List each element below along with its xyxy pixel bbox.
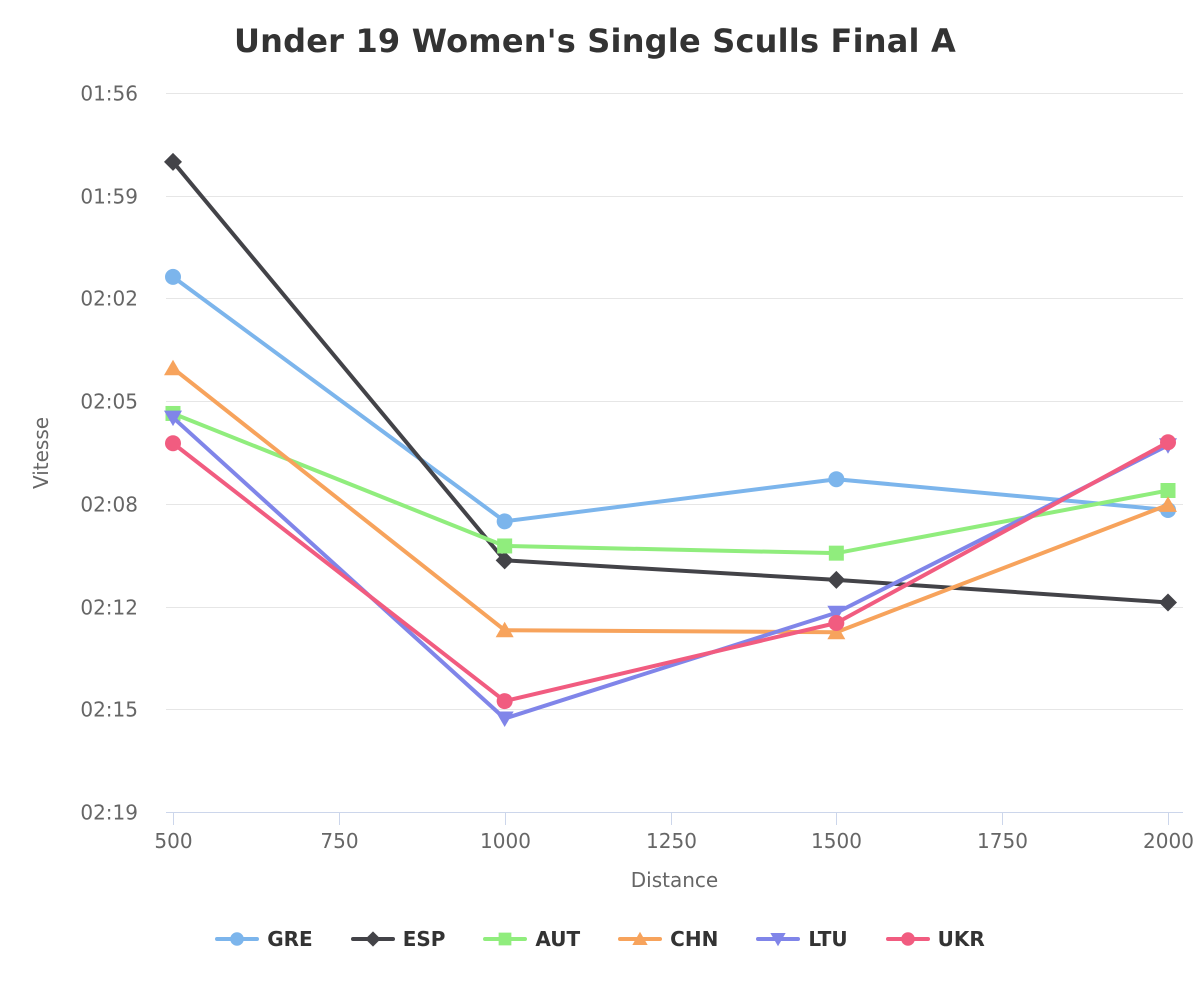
data-point-circle[interactable]	[828, 615, 845, 632]
data-point-circle[interactable]	[165, 435, 181, 452]
legend-label: GRE	[267, 927, 313, 951]
data-point-square[interactable]	[1160, 483, 1176, 499]
data-point-triangle[interactable]	[827, 623, 846, 640]
legend-item-AUT[interactable]: AUT	[483, 927, 580, 951]
data-point-circle[interactable]	[828, 471, 845, 488]
data-point-triangle-down[interactable]	[827, 605, 846, 622]
legend-item-ESP[interactable]: ESP	[350, 927, 446, 951]
data-point-triangle-down[interactable]	[495, 711, 514, 728]
x-tick-label: 500	[154, 829, 192, 853]
data-point-triangle[interactable]	[164, 359, 182, 376]
legend-item-CHN[interactable]: CHN	[618, 927, 718, 951]
series-CHN[interactable]	[164, 359, 1177, 640]
x-tick-label: 1000	[480, 829, 531, 853]
data-point-triangle[interactable]	[1159, 496, 1177, 512]
legend-label: LTU	[808, 927, 848, 951]
legend-symbol-circle-icon	[215, 932, 260, 946]
legend-symbol-square-icon	[483, 932, 528, 946]
legend-item-LTU[interactable]: LTU	[756, 927, 848, 951]
x-tick-label: 2000	[1143, 829, 1194, 853]
series-UKR[interactable]	[165, 434, 1176, 710]
series-AUT[interactable]	[165, 405, 1176, 561]
data-point-square[interactable]	[497, 538, 513, 554]
y-tick-label: 02:19	[80, 801, 138, 825]
legend-label: CHN	[670, 927, 719, 951]
data-point-diamond[interactable]	[495, 551, 514, 570]
data-point-diamond[interactable]	[827, 570, 846, 589]
y-tick-label: 01:59	[80, 185, 138, 209]
y-tick-label: 02:08	[80, 493, 138, 517]
y-tick-label: 02:02	[80, 287, 138, 311]
y-tick-label: 02:15	[80, 698, 138, 722]
series-GRE[interactable]	[165, 268, 1176, 530]
series-ESP[interactable]	[164, 152, 1177, 612]
y-tick-label: 02:12	[80, 596, 138, 620]
x-tick-label: 1750	[977, 829, 1028, 853]
data-point-triangle-down[interactable]	[770, 933, 786, 947]
chart-title: Under 19 Women's Single Sculls Final A	[233, 22, 957, 60]
data-point-triangle[interactable]	[495, 621, 514, 638]
x-tick-label: 1500	[811, 829, 862, 853]
data-point-diamond[interactable]	[365, 931, 381, 947]
series-line-GRE[interactable]	[171, 274, 1170, 524]
x-axis-title: Distance	[630, 868, 719, 892]
data-point-triangle[interactable]	[632, 931, 648, 945]
legend-item-UKR[interactable]: UKR	[885, 927, 985, 951]
data-point-circle[interactable]	[900, 932, 915, 946]
data-point-square[interactable]	[499, 932, 512, 946]
legend-symbol-diamond-icon	[350, 931, 395, 947]
legend-symbol-triangle-down-icon	[756, 933, 801, 947]
series-line-ESP[interactable]	[171, 159, 1170, 605]
legend-label: AUT	[535, 927, 581, 951]
y-tick-label: 01:56	[80, 82, 138, 106]
legend-symbol-triangle-icon	[618, 931, 663, 945]
legend-symbol-circle-icon	[885, 932, 930, 946]
data-point-circle[interactable]	[1160, 434, 1176, 451]
series-line-UKR[interactable]	[171, 440, 1170, 704]
y-tick-label: 02:05	[80, 390, 138, 414]
data-point-square[interactable]	[828, 545, 844, 561]
data-point-circle[interactable]	[496, 513, 513, 530]
series-line-AUT[interactable]	[171, 411, 1170, 556]
data-point-circle[interactable]	[496, 693, 513, 710]
y-axis-title: Vitesse	[29, 416, 53, 490]
data-point-diamond[interactable]	[164, 152, 182, 171]
plot-area[interactable]: 01:56 01:59 02:02 02:05 02:08 02:12 02:15 02:19…	[0, 0, 1200, 920]
x-tick-label: 750	[320, 829, 358, 853]
data-point-circle[interactable]	[230, 932, 245, 946]
legend-label: ESP	[402, 927, 446, 951]
x-tick-label: 1250	[646, 829, 697, 853]
legend-item-GRE[interactable]: GRE	[215, 927, 313, 951]
data-point-triangle-down[interactable]	[164, 410, 182, 427]
legend-label: UKR	[937, 927, 985, 951]
data-point-circle[interactable]	[165, 268, 181, 285]
series-line-LTU[interactable]	[171, 415, 1170, 721]
series-line-CHN[interactable]	[171, 366, 1170, 635]
data-point-diamond[interactable]	[1159, 593, 1177, 612]
legend: GRE ESP AUT CHN LTU UKR	[0, 927, 1200, 951]
